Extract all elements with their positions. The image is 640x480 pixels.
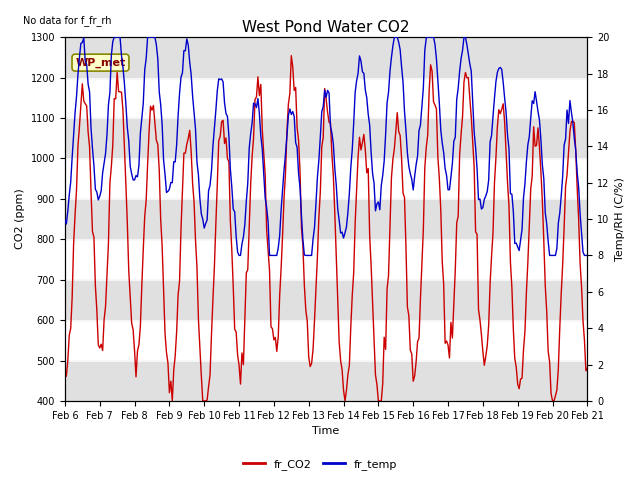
Y-axis label: Temp/RH (C/%): Temp/RH (C/%) <box>615 177 625 261</box>
Bar <box>65 360 588 401</box>
Bar <box>65 280 588 320</box>
Title: West Pond Water CO2: West Pond Water CO2 <box>243 20 410 35</box>
Y-axis label: CO2 (ppm): CO2 (ppm) <box>15 189 25 250</box>
Bar <box>65 37 588 78</box>
Bar <box>65 118 588 158</box>
Text: No data for f_fr_rh: No data for f_fr_rh <box>23 15 111 26</box>
X-axis label: Time: Time <box>312 426 340 436</box>
Legend: fr_CO2, fr_temp: fr_CO2, fr_temp <box>238 455 402 474</box>
Bar <box>65 199 588 239</box>
Text: WP_met: WP_met <box>76 58 125 68</box>
